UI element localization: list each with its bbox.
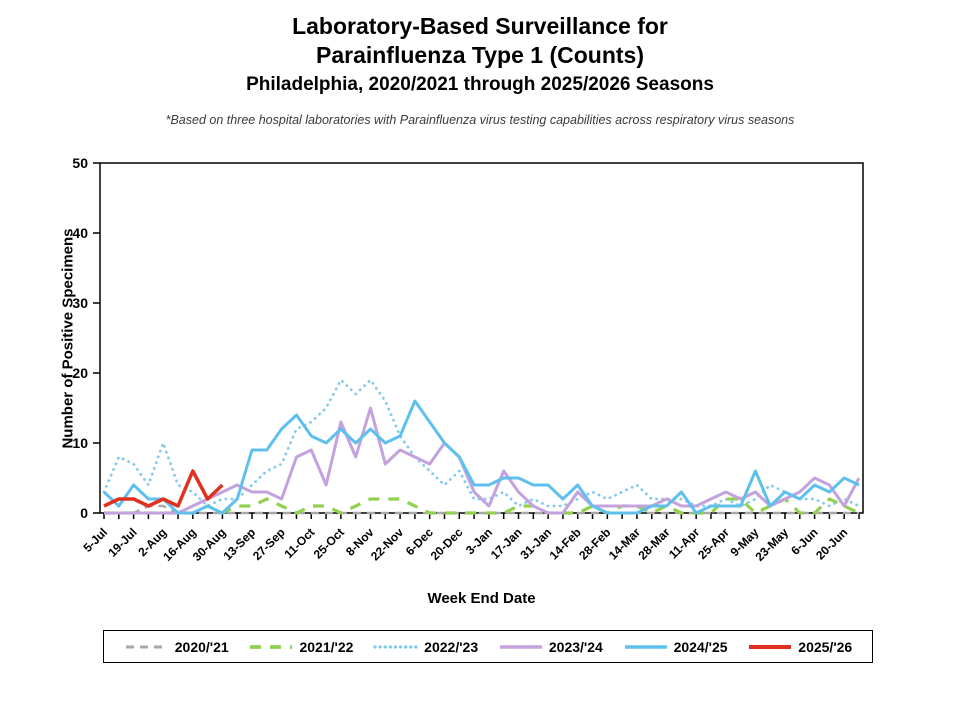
x-tick-label: 20-Jun	[813, 525, 850, 562]
legend-label: 2024/'25	[673, 638, 728, 655]
y-tick-label: 40	[72, 225, 88, 241]
page-title-line2: Parainfluenza Type 1 (Counts)	[315, 42, 644, 68]
page-title-line3: Philadelphia, 2020/2021 through 2025/202…	[246, 74, 714, 95]
legend-label: 2021/'22	[299, 638, 354, 655]
y-tick-label: 50	[72, 155, 88, 171]
legend-swatch	[624, 644, 667, 649]
series-line-2024--25	[102, 399, 860, 515]
legend-label: 2025/'26	[798, 638, 853, 655]
x-tick-label: 27-Sep	[250, 525, 288, 563]
x-axis-title: Week End Date	[427, 590, 536, 607]
x-tick-label: 31-Jan	[517, 525, 554, 562]
y-axis-ticks: 0 10 20 30 40 50	[72, 155, 100, 521]
series-line-2022--23	[102, 378, 861, 508]
legend-swatch	[749, 644, 792, 649]
legend-label: 2020/'21	[174, 638, 229, 655]
legend-item-2021--22: 2021/'22	[248, 639, 353, 655]
x-tick-label: 14-Feb	[547, 525, 584, 562]
x-tick-label: 28-Feb	[576, 525, 613, 562]
y-axis-title: Number of Positive Specimens	[59, 228, 77, 449]
legend-swatch	[373, 644, 419, 649]
legend-item-2022--23: 2022/'23	[373, 639, 478, 655]
y-tick-label: 10	[72, 435, 88, 451]
page-title-line1: Laboratory-Based Surveillance for	[292, 13, 668, 39]
series-line-2023--24	[104, 406, 861, 515]
x-tick-label: 30-Aug	[190, 525, 229, 564]
series-line-2025--26	[103, 469, 224, 508]
x-tick-label: 20-Dec	[428, 525, 466, 563]
x-tick-label: 17-Jan	[488, 525, 525, 562]
legend-swatch	[250, 644, 293, 649]
legend-label: 2022/'23	[424, 638, 479, 655]
x-tick-label: 11-Apr	[666, 525, 703, 562]
x-tick-label: 25-Oct	[311, 525, 347, 561]
y-tick-label: 30	[72, 295, 88, 311]
legend-swatch	[125, 645, 168, 648]
title-block: Laboratory-Based Surveillance for Parain…	[0, 12, 960, 98]
chart-footnote: *Based on three hospital laboratories wi…	[165, 113, 795, 127]
x-tick-label: 19-Jul	[105, 525, 139, 559]
chart-legend: 2020/'21 2021/'22 2022/'23 2023/'24 2024/'25…	[103, 630, 873, 663]
legend-swatch	[499, 644, 542, 649]
legend-item-2020--21: 2020/'21	[124, 639, 229, 655]
x-tick-label: 23-May	[752, 525, 791, 564]
x-axis-ticks: 5-Jul19-Jul2-Aug16-Aug30-Aug13-Sep27-Sep…	[80, 513, 860, 564]
y-tick-label: 20	[72, 365, 88, 381]
x-tick-label: 11-Oct	[282, 525, 318, 561]
legend-item-2023--24: 2023/'24	[498, 639, 603, 655]
legend-item-2025--26: 2025/'26	[747, 639, 852, 655]
y-tick-label: 0	[80, 505, 88, 521]
x-tick-label: 14-Mar	[606, 525, 643, 562]
series-line-2021--22	[104, 497, 860, 515]
legend-item-2024--25: 2024/'25	[623, 639, 728, 655]
series-line-2020--21	[104, 504, 859, 515]
legend-label: 2023/'24	[548, 638, 603, 655]
plot-border	[99, 162, 864, 514]
x-tick-label: 28-Mar	[635, 525, 672, 562]
x-tick-label: 22-Nov	[368, 525, 406, 563]
x-tick-label: 25-Apr	[695, 525, 732, 562]
x-tick-label: 13-Sep	[220, 525, 258, 563]
